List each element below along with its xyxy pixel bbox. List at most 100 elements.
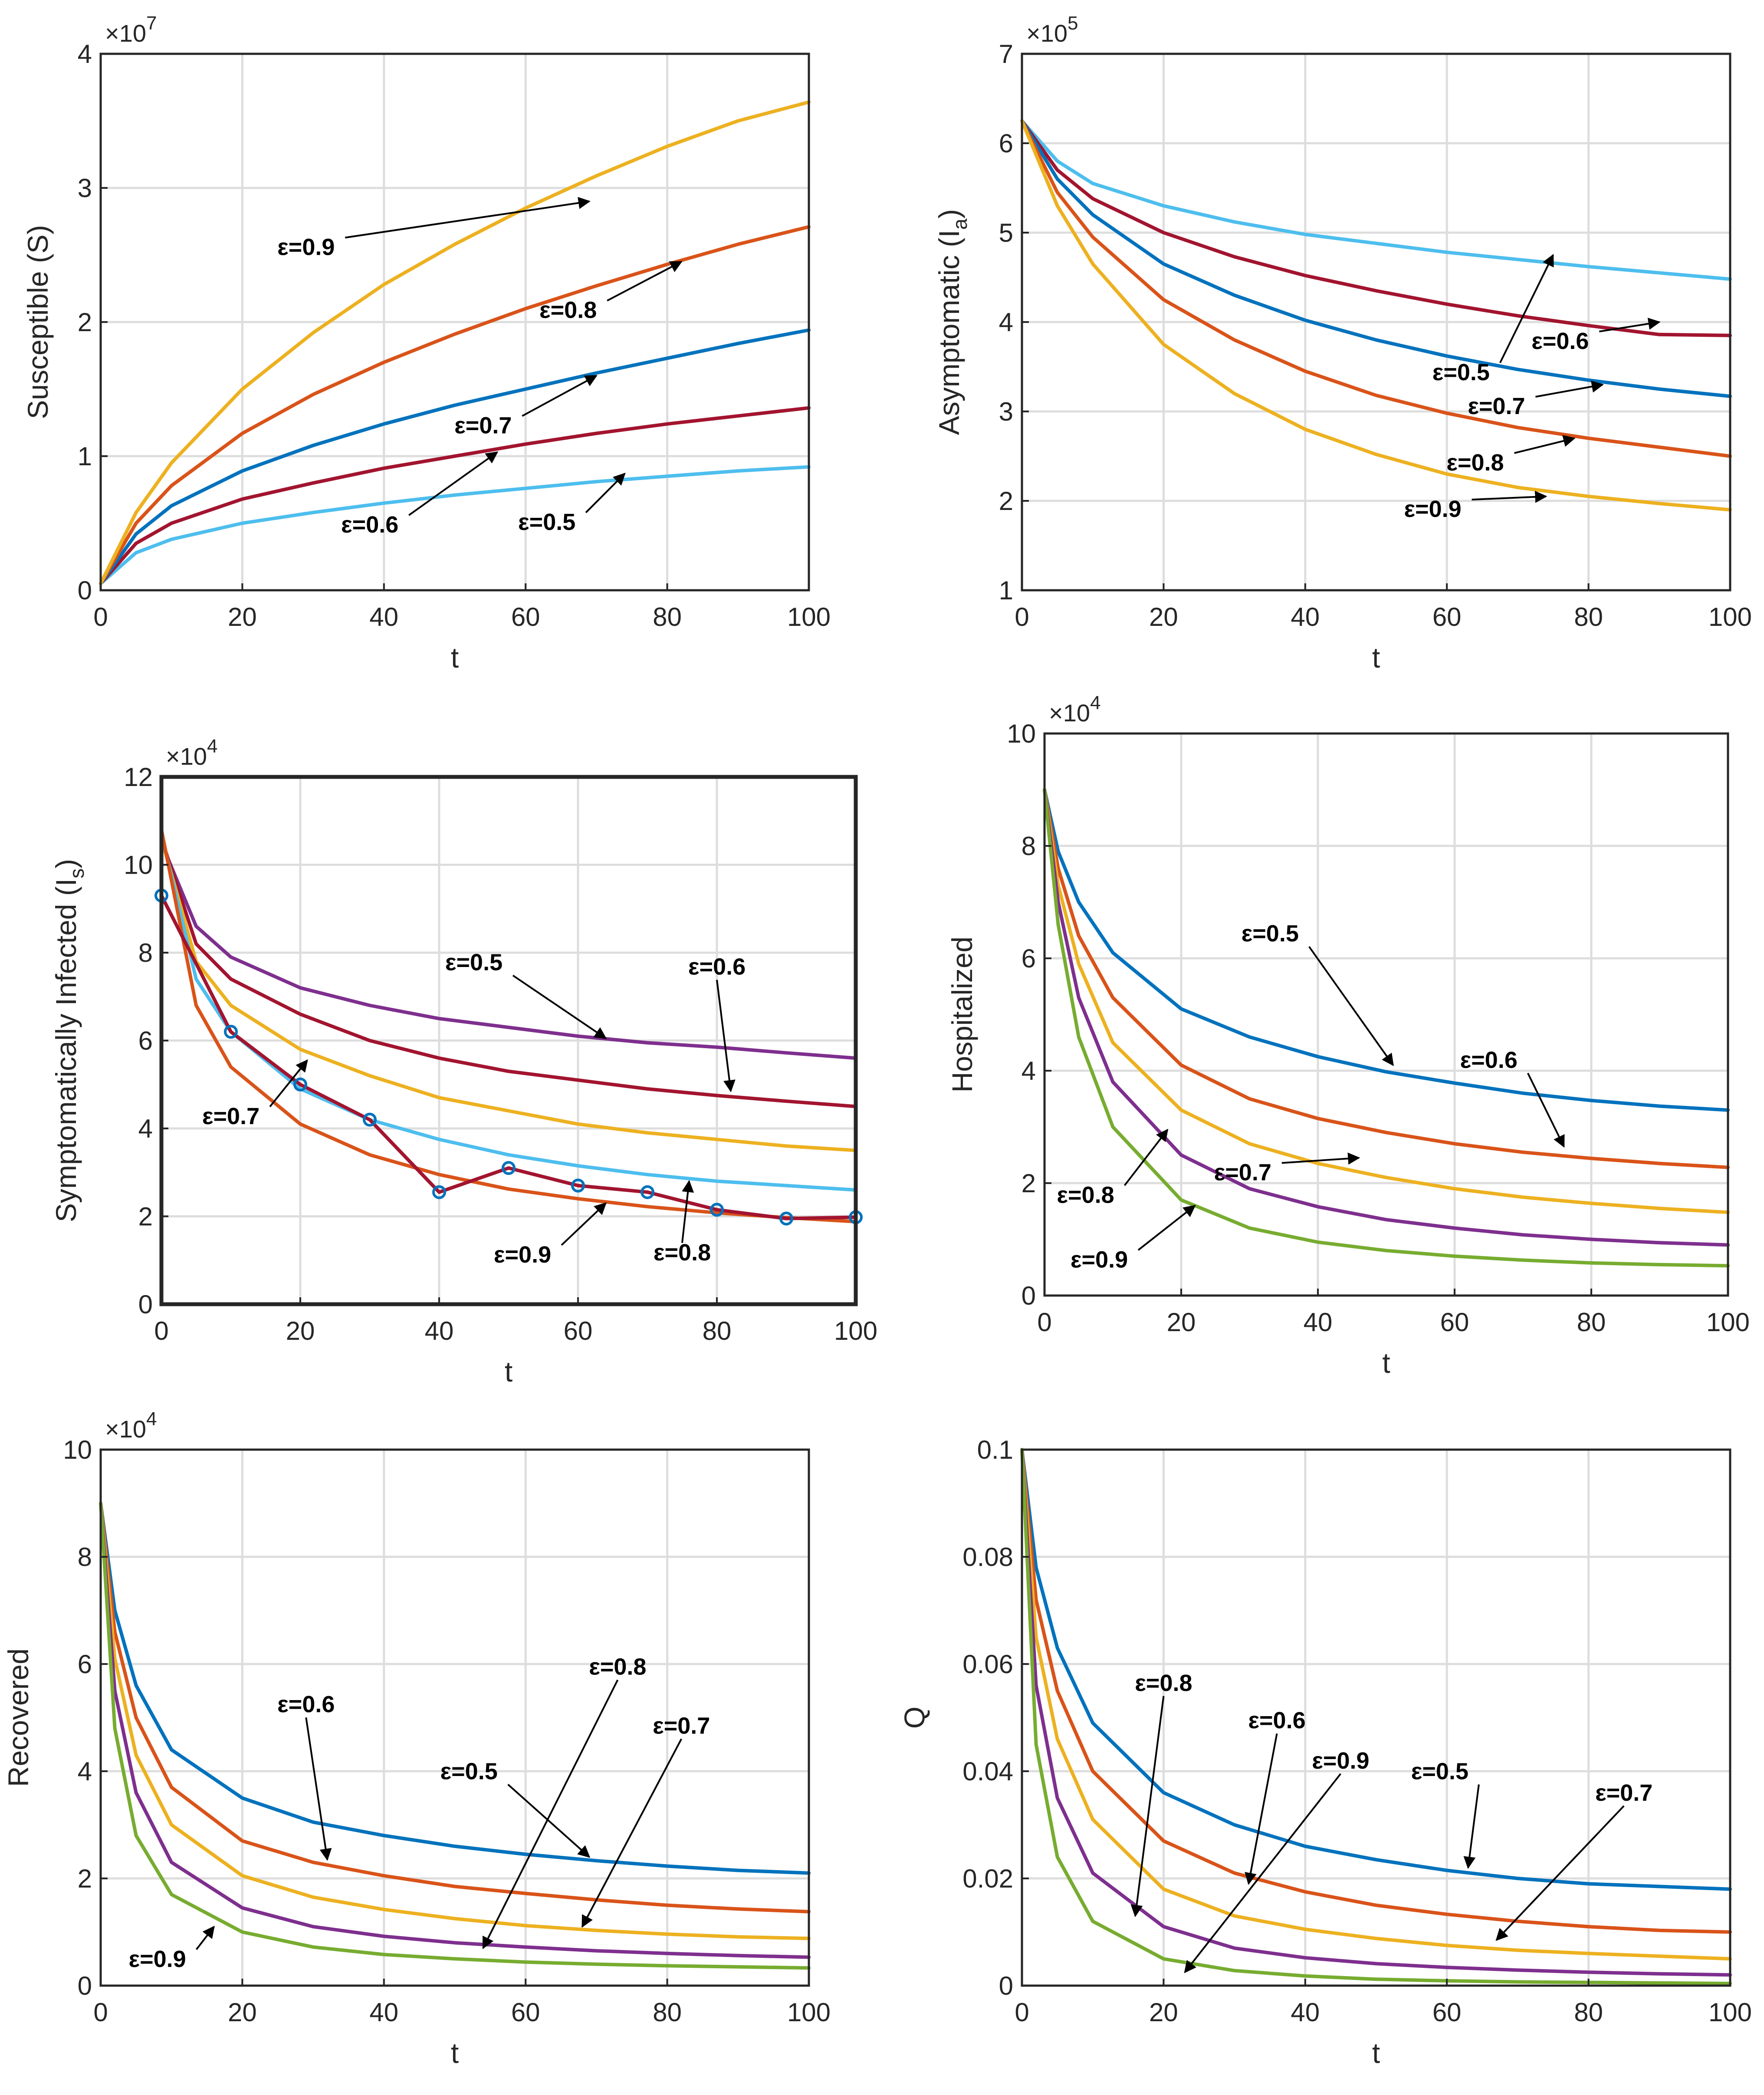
x-tick-label: 20: [1149, 602, 1178, 631]
annotation-arrow: [1535, 380, 1604, 398]
x-tick-label: 0: [1015, 1998, 1029, 2027]
panel-R: 0 20 40 60 80 100 0 2 4 6 8 10 ×104 t Recovered ε=0.6 ε=…: [2, 1408, 831, 2069]
annotation-label: ε=0.7: [202, 1103, 260, 1129]
axes-box: [1021, 1448, 1731, 1987]
annotation-label: ε=0.7: [1214, 1160, 1271, 1186]
annotation-label: ε=0.6: [341, 512, 398, 538]
x-axis-label: t: [1372, 641, 1380, 674]
y-tick-label: 2: [138, 1202, 153, 1231]
annotation-label: ε=0.5: [445, 950, 503, 976]
data-point-marker: [293, 1077, 307, 1092]
y-tick-label: 0.1: [977, 1435, 1013, 1464]
annotation-label: ε=0.9: [1312, 1748, 1369, 1774]
axes-box: [99, 1448, 810, 1987]
annotation-label: ε=0.6: [1531, 328, 1589, 354]
annotation-arrow: [607, 261, 683, 302]
series-line-H-eps-0.5: [1043, 788, 1730, 1112]
annotation-arrow: [507, 1784, 591, 1858]
annotation-arrow: [1245, 1733, 1278, 1885]
annotation-label: ε=0.5: [1411, 1759, 1468, 1785]
series-line-H-eps-0.7: [1043, 788, 1730, 1214]
y-tick-label: 7: [999, 39, 1013, 69]
annotation-label: ε=0.9: [128, 1946, 186, 1972]
annotation-label: ε=0.6: [1248, 1707, 1305, 1733]
y-tick-label: 10: [124, 851, 153, 880]
annotation-arrow: [522, 375, 598, 417]
y-tick-label: 4: [78, 39, 92, 69]
annotation-label: ε=0.6: [1460, 1047, 1518, 1073]
x-tick-label: 20: [228, 602, 257, 631]
x-tick-label: 100: [787, 1998, 831, 2027]
series-line-R-eps-0.7: [99, 1501, 811, 1940]
series-line-S-eps-0.9: [99, 100, 811, 585]
series-line-H-eps-0.9: [1043, 788, 1730, 1268]
y-axis-label: Recovered: [2, 1648, 34, 1787]
y-tick-label: 1: [999, 576, 1013, 605]
x-tick-label: 20: [228, 1998, 257, 2027]
series-line-S-eps-0.6: [99, 406, 811, 585]
series-line-Ia-eps-0.8: [1020, 119, 1732, 458]
x-tick-label: 0: [93, 1998, 108, 2027]
y-tick-label: 0: [78, 1971, 92, 2000]
x-tick-label: 40: [1304, 1308, 1333, 1337]
y-tick-label: 10: [1007, 719, 1036, 748]
y-tick-label: 2: [999, 487, 1013, 516]
y-tick-label: 4: [1022, 1056, 1036, 1085]
x-tick-label: 80: [1574, 1998, 1603, 2027]
x-tick-label: 80: [1577, 1308, 1606, 1337]
annotation-label: ε=0.9: [494, 1242, 551, 1268]
annotation-label: ε=0.9: [277, 234, 335, 260]
annotation-label: ε=0.9: [1071, 1246, 1128, 1273]
annotation-arrow: [1123, 1128, 1169, 1186]
x-tick-label: 60: [511, 602, 540, 631]
series-line-Is-eps-0.7: [160, 836, 857, 1152]
x-tick-label: 100: [1708, 602, 1752, 631]
series-line-R-eps-0.6: [99, 1501, 811, 1914]
y-axis-label: Hospitalized: [946, 937, 978, 1093]
y-tick-label: 5: [999, 218, 1013, 247]
y-tick-label: 1: [78, 442, 92, 471]
x-tick-label: 60: [1432, 1998, 1462, 2027]
x-axis-label: t: [451, 641, 459, 674]
series-line-Q-eps-0.9: [1020, 1448, 1732, 1986]
x-tick-label: 100: [834, 1316, 877, 1345]
annotation-label: ε=0.8: [1057, 1182, 1114, 1208]
annotation-arrow: [408, 451, 499, 516]
annotation-label: ε=0.5: [1432, 359, 1490, 385]
data-point-marker: [779, 1211, 793, 1226]
y-tick-label: 4: [999, 308, 1013, 337]
x-tick-label: 100: [1706, 1308, 1750, 1337]
axis-exponent: ×105: [1026, 13, 1078, 47]
annotation-arrow: [581, 1738, 683, 1928]
y-axis-label: Q: [898, 1707, 930, 1729]
x-tick-label: 40: [425, 1316, 454, 1345]
y-tick-label: 2: [1022, 1169, 1036, 1198]
annotation-label: ε=0.7: [653, 1713, 710, 1739]
y-tick-label: 2: [78, 1864, 92, 1893]
annotation-arrow: [1184, 1773, 1341, 1973]
y-tick-label: 0.02: [962, 1864, 1013, 1893]
series-line-Ia-eps-0.6: [1020, 119, 1732, 337]
annotation-arrow: [1281, 1152, 1360, 1165]
axis-exponent: ×107: [105, 13, 157, 47]
panel-Ia: 0 20 40 60 80 100 1 2 3 4 5 6 7 ×105 t Asymptomatic (Ia…: [933, 13, 1752, 674]
x-tick-label: 60: [511, 1998, 540, 2027]
y-tick-label: 10: [63, 1435, 92, 1464]
y-tick-label: 6: [138, 1026, 153, 1056]
annotation-label: ε=0.9: [1404, 496, 1461, 522]
y-tick-label: 6: [999, 129, 1013, 158]
annotation-arrow: [585, 473, 626, 513]
series-line-Ia-eps-0.7: [1020, 119, 1732, 398]
series-line-S-eps-0.5: [99, 465, 811, 585]
annotation-arrow: [1137, 1205, 1196, 1251]
series-line-Ia-eps-0.5: [1020, 119, 1732, 281]
y-tick-label: 0: [138, 1290, 153, 1319]
data-point-marker: [224, 1025, 238, 1039]
y-tick-label: 4: [78, 1757, 92, 1786]
annotation-arrow: [345, 197, 591, 239]
annotation-label: ε=0.8: [654, 1240, 711, 1266]
annotation-arrow: [195, 1925, 215, 1950]
series-line-Q-eps-0.7: [1020, 1448, 1732, 1961]
annotation-arrow: [1130, 1696, 1165, 1917]
x-tick-label: 20: [286, 1316, 315, 1345]
